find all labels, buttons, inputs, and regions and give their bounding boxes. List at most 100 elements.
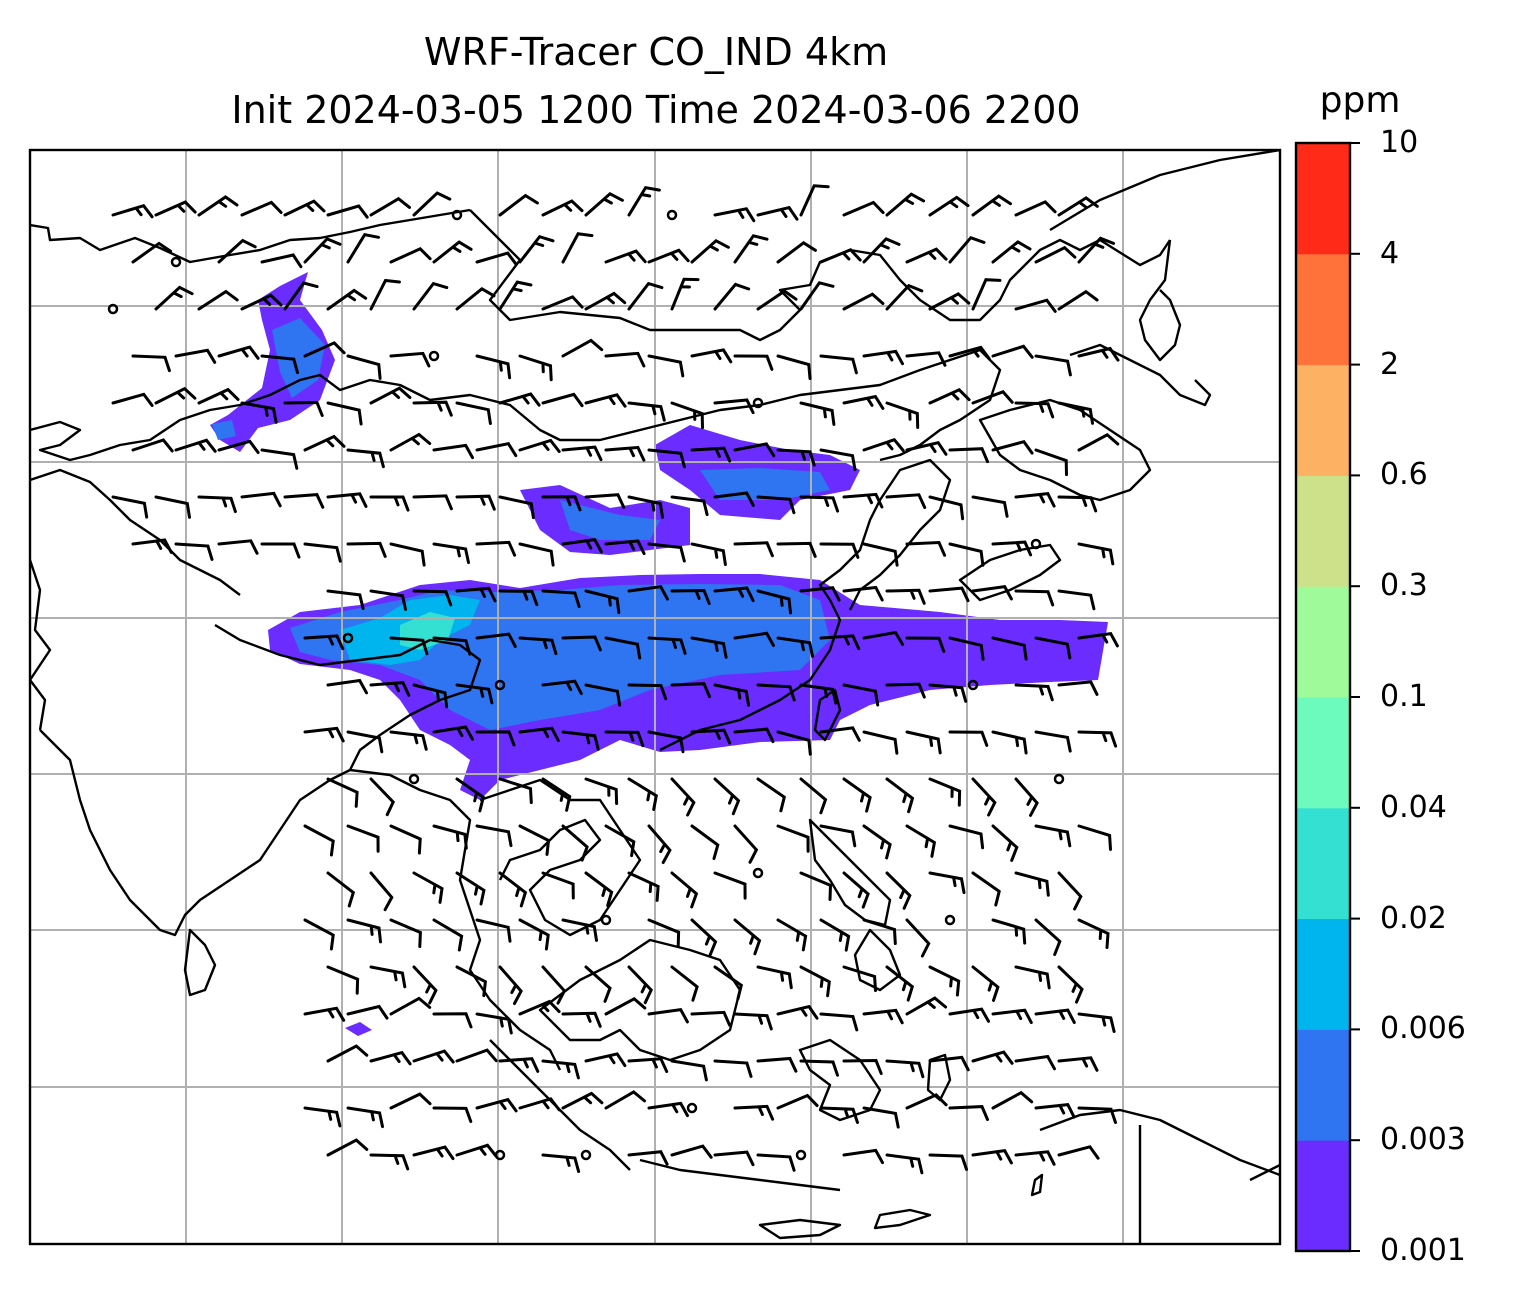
colorbar-segment (1296, 253, 1350, 366)
wind-barb (498, 589, 539, 607)
wind-barb (819, 918, 851, 952)
wind-barb (713, 207, 756, 223)
wind-barb (862, 437, 905, 452)
wind-barb (303, 341, 346, 358)
wind-barb (948, 1007, 990, 1023)
wind-calm-marker (666, 209, 678, 221)
wind-barb (647, 248, 690, 264)
wind-calm-marker (752, 397, 764, 409)
wind-barb (541, 589, 581, 608)
wind-barb (369, 278, 401, 311)
wind-barb (819, 824, 857, 848)
coast-line (873, 1208, 932, 1230)
wind-barb (131, 538, 173, 554)
wind-barb (647, 918, 681, 948)
wind-barb (776, 541, 817, 558)
wind-barb (604, 1090, 646, 1110)
wind-barb (561, 537, 603, 554)
wind-barb (819, 248, 862, 264)
coastlines (30, 150, 1280, 1244)
wind-barb (326, 589, 365, 610)
wind-barb (842, 292, 885, 311)
wind-barb (561, 918, 598, 942)
wind-barb (475, 442, 518, 458)
wind-calm-marker (686, 1102, 698, 1114)
wind-barb (1057, 965, 1084, 1004)
wind-barb (455, 871, 486, 906)
coast-line (39, 729, 351, 937)
wind-barb (928, 871, 966, 895)
wind-barb (713, 871, 747, 900)
wind-barb (217, 439, 260, 454)
wind-barb (131, 438, 174, 453)
wind-calm-marker (342, 632, 354, 644)
wind-barb (475, 730, 516, 747)
wind-barb (346, 541, 387, 558)
wind-barb (283, 400, 324, 417)
wind-barb (197, 495, 237, 514)
wind-barb (756, 495, 796, 515)
wind-barb (303, 542, 342, 563)
wind-barb (1057, 1056, 1099, 1072)
wind-barb (432, 542, 470, 565)
wind-barb (541, 1153, 581, 1173)
wind-barb (776, 448, 816, 467)
wind-barb (690, 238, 730, 264)
wind-barb (1034, 448, 1068, 477)
wind-barb (197, 387, 240, 405)
coast-line (183, 928, 217, 997)
wind-barb (604, 351, 646, 368)
wind-barb (326, 965, 360, 995)
wind-barb (475, 632, 517, 648)
wind-barb (389, 824, 422, 855)
wind-barb (670, 965, 699, 1002)
wind-barb (842, 871, 870, 909)
wind-barb (971, 871, 1001, 907)
wind-barb (561, 730, 600, 751)
coast-line (538, 938, 742, 1062)
wind-barb (455, 777, 486, 813)
wind-barb (174, 542, 214, 561)
wind-barb (842, 585, 884, 602)
wind-barb (991, 918, 1027, 945)
wind-barb (885, 1153, 924, 1175)
coast-line (639, 1158, 841, 1192)
wind-barb (389, 432, 432, 452)
wind-barb (326, 401, 363, 426)
wind-barb (971, 777, 997, 817)
wind-barb (541, 495, 582, 512)
wind-calm-marker (795, 1149, 807, 1161)
wind-barb (1077, 824, 1112, 851)
wind-barb (584, 1052, 627, 1068)
wind-barb (432, 1106, 473, 1123)
wind-barb (1014, 965, 1051, 990)
wind-barb (627, 683, 668, 701)
wind-barb (389, 996, 432, 1016)
wind-barb (283, 493, 325, 509)
colorbar-segment (1296, 143, 1350, 255)
wind-barb (905, 1093, 948, 1110)
wind-barb (389, 730, 428, 751)
wind-barb (627, 281, 664, 311)
wind-barb (670, 1059, 708, 1082)
wind-barb (948, 542, 985, 567)
wind-barb (948, 636, 985, 661)
wind-barb (1057, 495, 1098, 513)
wind-barb (971, 584, 1013, 601)
wind-barb (541, 777, 572, 812)
wind-barb (819, 448, 857, 471)
wind-barb (971, 390, 1014, 405)
wind-barb (475, 824, 513, 848)
wind-barb (842, 683, 880, 707)
wind-barb (389, 542, 426, 567)
wind-calm-marker (944, 914, 956, 926)
wind-barb (1077, 1012, 1116, 1033)
wind-barb (948, 730, 989, 747)
wind-barb (455, 586, 497, 603)
wind-barb (604, 996, 647, 1016)
wind-barb (1057, 196, 1099, 217)
wind-barb (326, 871, 356, 908)
wind-barb (690, 542, 727, 566)
wind-barb (670, 871, 699, 909)
wind-barb (1057, 401, 1094, 425)
